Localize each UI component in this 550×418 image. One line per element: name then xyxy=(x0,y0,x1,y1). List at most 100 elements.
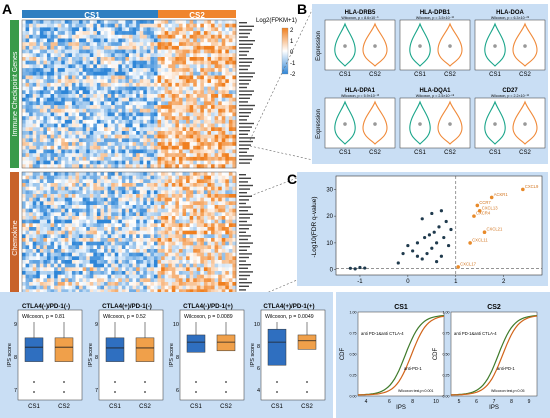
heatmap-cell xyxy=(207,142,212,147)
heatmap-cell xyxy=(104,263,108,268)
heatmap-cell xyxy=(164,127,169,132)
heatmap-cell xyxy=(228,289,233,294)
heatmap-cell xyxy=(96,179,101,184)
heatmap-cell xyxy=(89,252,94,257)
heatmap-cell xyxy=(200,112,205,117)
heatmap-cell xyxy=(36,108,41,113)
heatmap-cell xyxy=(93,216,98,220)
heatmap-cell xyxy=(221,252,226,257)
heatmap-cell xyxy=(68,208,73,213)
heatmap-cell xyxy=(89,45,94,50)
heatmap-cell xyxy=(182,260,187,264)
heatmap-cell xyxy=(146,31,151,36)
heatmap-cell xyxy=(150,172,155,176)
heatmap-cell xyxy=(164,194,169,198)
heatmap-cell xyxy=(32,216,37,220)
heatmap-cell xyxy=(200,119,205,124)
heatmap-cell xyxy=(196,201,201,206)
heatmap-cell xyxy=(22,278,26,283)
heatmap-cell xyxy=(203,108,208,113)
heatmap-cell xyxy=(25,156,30,161)
heatmap-cell xyxy=(164,282,169,286)
heatmap-cell xyxy=(22,75,26,80)
heatmap-cell xyxy=(193,57,198,61)
heatmap-cell xyxy=(193,238,198,242)
heatmap-cell xyxy=(125,119,130,124)
heatmap-cell xyxy=(168,116,173,121)
heatmap-cell xyxy=(82,45,87,50)
heatmap-cell xyxy=(189,60,194,65)
gene-label-mark xyxy=(239,65,250,67)
heatmap-cell xyxy=(182,160,187,165)
heatmap-cell xyxy=(175,289,180,294)
heatmap-cell xyxy=(221,68,226,73)
heatmap-cell xyxy=(57,112,62,117)
heatmap-cell xyxy=(218,256,223,261)
heatmap-cell xyxy=(89,86,94,91)
heatmap-cell xyxy=(54,223,58,228)
heatmap-cell xyxy=(207,267,212,272)
heatmap-cell xyxy=(22,123,26,128)
heatmap-cell xyxy=(168,64,173,69)
heatmap-cell xyxy=(86,60,91,65)
heatmap-cell xyxy=(186,79,190,84)
heatmap-cell xyxy=(43,123,48,128)
heatmap-cell xyxy=(136,138,140,143)
heatmap-cell xyxy=(207,289,212,294)
heatmap-cell xyxy=(132,241,137,246)
heatmap-cell xyxy=(111,245,116,250)
heatmap-cell xyxy=(43,227,48,231)
heatmap-cell xyxy=(139,194,144,198)
heatmap-cell xyxy=(82,230,87,235)
heatmap-cell xyxy=(93,245,98,250)
gene-label-mark xyxy=(239,47,251,49)
heatmap-cell xyxy=(214,75,219,80)
heatmap-cell xyxy=(186,212,190,217)
heatmap-cell xyxy=(43,223,48,228)
heatmap-cell xyxy=(175,134,180,139)
heatmap-cell xyxy=(203,101,208,106)
volcano-xtick-label: 2 xyxy=(502,279,506,285)
heatmap-cell xyxy=(100,60,105,65)
heatmap-cell xyxy=(168,241,173,246)
heatmap-cell xyxy=(146,45,151,50)
heatmap-cell xyxy=(96,119,101,124)
heatmap-cell xyxy=(96,285,101,290)
heatmap-cell xyxy=(143,38,148,43)
heatmap-cell xyxy=(139,216,144,220)
heatmap-cell xyxy=(225,205,230,209)
heatmap-cell xyxy=(46,278,51,283)
heatmap-cell xyxy=(25,20,30,24)
heatmap-cell xyxy=(64,201,69,206)
heatmap-cell xyxy=(143,71,148,76)
heatmap-cell xyxy=(68,57,73,61)
heatmap-cell xyxy=(71,205,76,209)
heatmap-cell xyxy=(89,208,94,213)
heatmap-cell xyxy=(232,223,237,228)
heatmap-cell xyxy=(29,153,33,158)
heatmap-cell xyxy=(79,153,83,158)
heatmap-cell xyxy=(82,53,87,58)
heatmap-cell xyxy=(68,45,73,50)
heatmap-cell xyxy=(196,212,201,217)
heatmap-cell xyxy=(86,153,91,158)
heatmap-cell xyxy=(125,145,130,150)
heatmap-cell xyxy=(139,57,144,61)
heatmap-cell xyxy=(157,53,162,58)
heatmap-cell xyxy=(75,249,80,253)
heatmap-cell xyxy=(118,186,123,191)
heatmap-cell xyxy=(75,90,80,95)
heatmap-cell xyxy=(225,119,230,124)
heatmap-cell xyxy=(75,108,80,113)
heatmap-cell xyxy=(82,197,87,202)
heatmap-cell xyxy=(114,42,119,47)
heatmap-cell xyxy=(189,119,194,124)
gene-label-mark xyxy=(239,144,251,146)
heatmap-cell xyxy=(71,274,76,279)
heatmap-cell xyxy=(68,71,73,76)
heatmap-cell xyxy=(29,90,33,95)
heatmap-cell xyxy=(39,238,44,242)
heatmap-cell xyxy=(100,219,105,224)
heatmap-cell xyxy=(96,216,101,220)
heatmap-cell xyxy=(64,183,69,187)
